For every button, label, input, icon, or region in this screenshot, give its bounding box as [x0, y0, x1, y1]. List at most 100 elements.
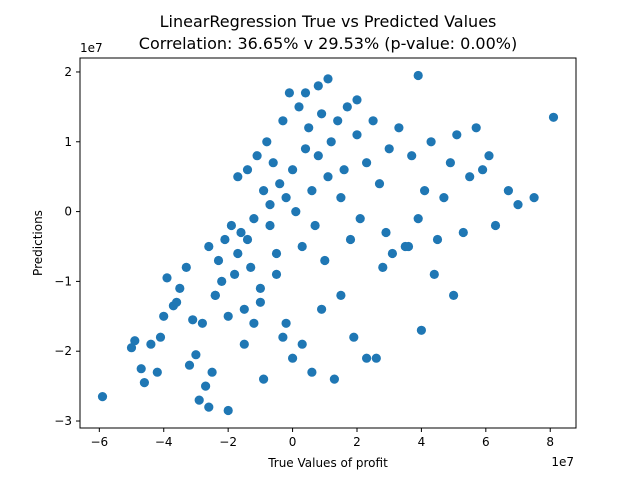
scatter-point	[317, 304, 327, 314]
scatter-point	[249, 318, 259, 328]
scatter-point	[371, 353, 381, 363]
scatter-point	[288, 165, 298, 175]
scatter-point	[262, 137, 272, 147]
scatter-point	[394, 123, 404, 133]
scatter-point	[162, 273, 172, 283]
scatter-point	[342, 102, 352, 112]
y-offset-text: 1e7	[80, 41, 103, 55]
scatter-point	[126, 343, 137, 353]
scatter-point	[368, 116, 378, 126]
scatter-point	[352, 130, 362, 140]
scatter-point	[242, 234, 253, 245]
scatter-point	[465, 172, 475, 182]
scatter-point	[281, 318, 291, 328]
scatter-point	[288, 353, 298, 363]
scatter-point	[432, 234, 443, 245]
y-tick-label: −2	[54, 344, 72, 358]
scatter-point	[294, 102, 304, 112]
scatter-point	[407, 151, 417, 161]
y-tick-label: −3	[54, 414, 72, 428]
scatter-point	[249, 214, 259, 224]
scatter-point	[323, 172, 333, 182]
scatter-point	[159, 311, 169, 321]
scatter-point	[323, 74, 333, 84]
scatter-point	[207, 367, 217, 377]
scatter-point	[146, 339, 156, 349]
scatter-point	[484, 151, 494, 161]
scatter-point	[252, 151, 262, 161]
scatter-point	[268, 158, 278, 168]
x-tick-label: 4	[418, 435, 426, 449]
scatter-point	[416, 325, 426, 335]
scatter-point	[265, 200, 275, 210]
scatter-point	[265, 220, 275, 231]
scatter-point	[230, 269, 240, 279]
scatter-point	[420, 186, 430, 196]
scatter-point	[362, 353, 372, 363]
x-offset-text: 1e7	[551, 455, 574, 469]
scatter-point	[239, 304, 249, 314]
scatter-point	[139, 378, 149, 388]
scatter-point	[352, 95, 362, 105]
scatter-point	[204, 241, 214, 252]
y-tick-label: 0	[64, 205, 72, 219]
x-tick-label: 8	[546, 435, 554, 449]
scatter-point	[413, 214, 423, 224]
scatter-point	[384, 144, 394, 154]
scatter-point	[445, 158, 455, 168]
scatter-point	[220, 234, 230, 245]
scatter-point	[246, 262, 256, 272]
scatter-point	[339, 165, 349, 175]
scatter-point	[259, 374, 269, 384]
scatter-point	[226, 220, 236, 231]
scatter-point	[304, 123, 314, 133]
scatter-point	[242, 165, 253, 175]
scatter-point	[307, 186, 317, 196]
scatter-point	[490, 220, 501, 231]
scatter-point	[210, 290, 220, 300]
scatter-point	[278, 116, 288, 126]
scatter-point	[194, 395, 204, 405]
scatter-point	[336, 290, 346, 300]
scatter-point	[239, 339, 249, 349]
scatter-point	[320, 255, 330, 266]
y-axis-ticks: −3 −2 −1 0 1 2	[54, 65, 80, 428]
scatter-point	[503, 186, 513, 196]
scatter-point	[136, 364, 146, 374]
scatter-point	[452, 130, 462, 140]
scatter-point	[355, 214, 365, 224]
x-axis-label: True Values of profit	[267, 456, 388, 470]
scatter-point	[281, 193, 291, 203]
x-tick-label: −2	[219, 435, 237, 449]
x-tick-label: −4	[155, 435, 173, 449]
scatter-point	[297, 339, 307, 349]
scatter-point	[333, 116, 343, 126]
scatter-point	[336, 193, 346, 203]
x-tick-label: 6	[482, 435, 490, 449]
scatter-point	[223, 311, 233, 321]
scatter-point	[233, 248, 243, 259]
scatter-point	[349, 332, 359, 342]
scatter-point	[529, 193, 539, 203]
scatter-point	[181, 262, 191, 272]
y-tick-label: 1	[64, 135, 72, 149]
scatter-point	[284, 88, 294, 98]
scatter-point	[191, 350, 201, 360]
scatter-point	[204, 402, 214, 412]
chart-subtitle: Correlation: 36.65% v 29.53% (p-value: 0…	[139, 34, 517, 53]
scatter-point	[362, 158, 372, 168]
scatter-point	[326, 137, 336, 147]
scatter-point	[184, 360, 195, 370]
scatter-point	[271, 248, 282, 259]
y-tick-label: −1	[54, 274, 72, 288]
scatter-point	[217, 276, 227, 286]
scatter-point	[413, 70, 423, 81]
scatter-point	[175, 283, 185, 293]
scatter-point	[471, 123, 481, 133]
data-points	[97, 70, 559, 416]
scatter-point	[152, 367, 162, 377]
scatter-point	[478, 165, 488, 175]
scatter-point	[345, 234, 356, 245]
